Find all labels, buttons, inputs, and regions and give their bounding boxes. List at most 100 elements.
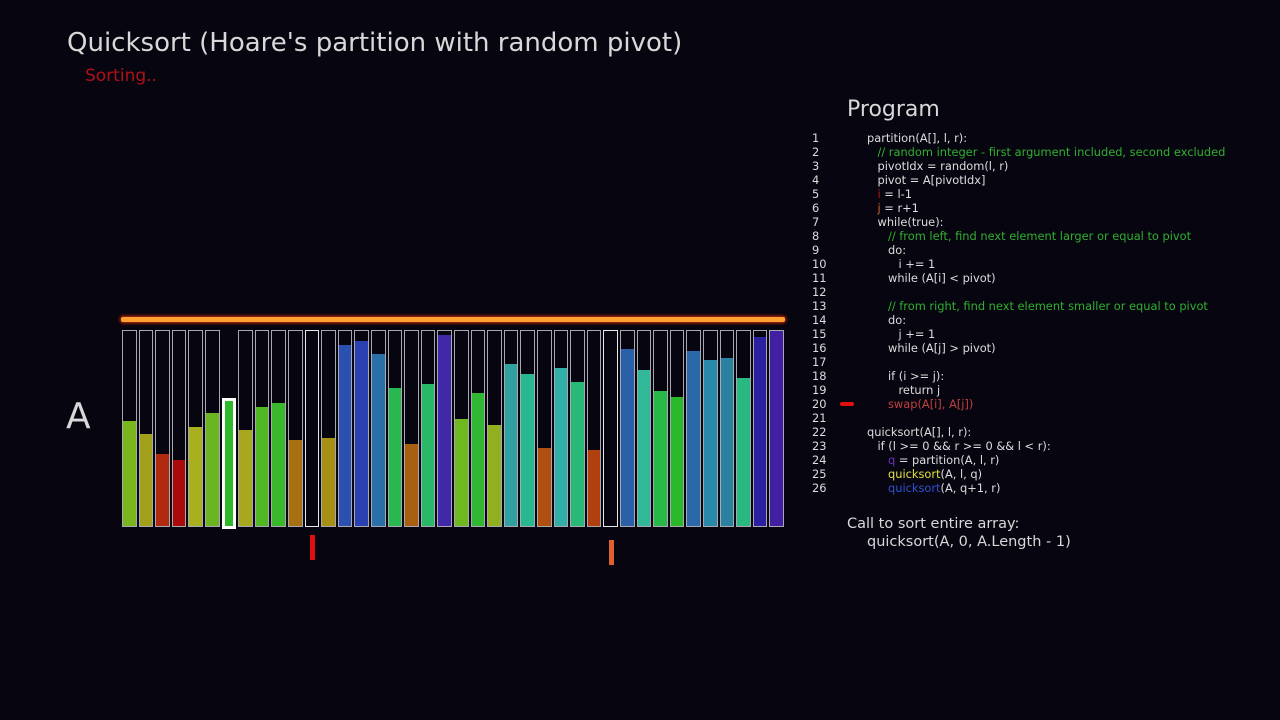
- code-text: i = l-1: [878, 187, 912, 201]
- line-number: 21: [812, 411, 827, 425]
- array-bar-slot: [752, 330, 768, 527]
- array-bar: [670, 397, 684, 526]
- array-bar: [189, 426, 202, 526]
- code-token: while(true):: [877, 215, 944, 229]
- line-number: 26: [812, 481, 827, 495]
- array-bar: [372, 354, 385, 526]
- code-token: (A, q+1, r): [940, 481, 1001, 495]
- array-bar-slot: [420, 330, 436, 527]
- array-bar: [504, 364, 518, 526]
- code-token: = l-1: [880, 187, 912, 201]
- code-text: // from left, find next element larger o…: [888, 229, 1191, 243]
- array-bar: [621, 348, 634, 526]
- code-token: // from right, find next element smaller…: [888, 299, 1208, 313]
- array-bar: [538, 448, 551, 526]
- code-text: // random integer - first argument inclu…: [878, 145, 1226, 159]
- code-token: quicksort: [888, 467, 941, 481]
- array-bar: [737, 377, 750, 526]
- code-token: (A, l, q): [940, 467, 983, 481]
- code-token: // random integer - first argument inclu…: [877, 145, 1226, 159]
- array-bar: [421, 383, 435, 526]
- array-bar: [224, 401, 234, 526]
- code-token: if (l >= 0 && r >= 0 && l < r):: [877, 439, 1051, 453]
- i-pointer-marker: [309, 535, 315, 560]
- array-bar-slot: [288, 330, 303, 527]
- line-number: 18: [812, 369, 827, 383]
- code-text: quicksort(A, l, q): [888, 467, 982, 481]
- code-token: = partition(A, l, r): [895, 453, 1000, 467]
- array-bars: [121, 330, 785, 529]
- line-number: 11: [812, 271, 827, 285]
- array-bar: [289, 440, 302, 526]
- line-number: 12: [812, 285, 827, 299]
- code-text: return j: [899, 383, 941, 397]
- array-bar-slot: [653, 330, 668, 527]
- line-number: 3: [812, 159, 820, 173]
- line-number: 19: [812, 383, 827, 397]
- array-bar: [172, 459, 186, 526]
- array-bar: [455, 418, 468, 526]
- array-bar: [388, 387, 402, 526]
- line-number: 23: [812, 439, 827, 453]
- current-line-indicator-icon: [840, 402, 854, 406]
- array-bar-slot: [537, 330, 552, 527]
- array-bar-slot: [271, 330, 286, 527]
- array-bar: [139, 434, 153, 526]
- array-bar: [338, 344, 352, 526]
- code-token: partition(A[], l, r):: [867, 131, 968, 145]
- code-token: j: [877, 201, 881, 215]
- array-bar: [654, 391, 667, 526]
- line-number: 5: [812, 187, 820, 201]
- array-bar: [704, 360, 717, 526]
- array-bar-slot: [503, 330, 519, 527]
- array-bar-slot: [404, 330, 419, 527]
- array-bar: [471, 393, 485, 526]
- array-bar-slot: [155, 330, 170, 527]
- partition-range-line: [121, 317, 785, 322]
- code-token: return j: [898, 383, 941, 397]
- line-number: 15: [812, 327, 827, 341]
- code-text: partition(A[], l, r):: [867, 131, 967, 145]
- code-text: j = r+1: [878, 201, 919, 215]
- array-bar-slot: [470, 330, 486, 527]
- code-text: do:: [888, 243, 906, 257]
- array-bar-slot: [437, 330, 452, 527]
- array-bar: [488, 424, 501, 526]
- array-bar: [770, 331, 783, 526]
- line-number: 17: [812, 355, 827, 369]
- array-label: A: [66, 396, 91, 437]
- code-token: i += 1: [898, 257, 936, 271]
- code-token: do:: [888, 243, 907, 257]
- code-text: if (l >= 0 && r >= 0 && l < r):: [878, 439, 1051, 453]
- code-text: do:: [888, 313, 906, 327]
- code-text: pivot = A[pivotIdx]: [878, 173, 986, 187]
- code-text: j += 1: [899, 327, 936, 341]
- line-number: 1: [812, 131, 820, 145]
- code-token: do:: [888, 313, 907, 327]
- code-token: while (A[j] > pivot): [888, 341, 996, 355]
- array-bar-slot: [354, 330, 369, 527]
- line-number: 25: [812, 467, 827, 481]
- array-bar: [587, 449, 601, 526]
- line-number: 6: [812, 201, 820, 215]
- code-text: while (A[i] < pivot): [888, 271, 996, 285]
- array-bar-slot: [603, 330, 618, 527]
- array-bar: [206, 412, 219, 526]
- line-number: 10: [812, 257, 827, 271]
- array-bar-slot: [736, 330, 751, 527]
- array-bar-slot: [171, 330, 187, 527]
- j-pointer-marker: [608, 540, 614, 565]
- status-text: Sorting..: [85, 66, 157, 86]
- code-token: if (i >= j):: [888, 369, 945, 383]
- array-bar-slot: [254, 330, 270, 527]
- line-number: 7: [812, 215, 820, 229]
- code-token: q: [888, 453, 896, 467]
- code-token: pivotIdx = random(l, r): [877, 159, 1009, 173]
- line-number: 9: [812, 243, 820, 257]
- array-bar-slot: [221, 398, 237, 529]
- array-bar: [239, 430, 252, 526]
- line-number: 14: [812, 313, 827, 327]
- array-bar: [355, 340, 368, 526]
- array-bar: [753, 336, 767, 526]
- code-token: j += 1: [898, 327, 936, 341]
